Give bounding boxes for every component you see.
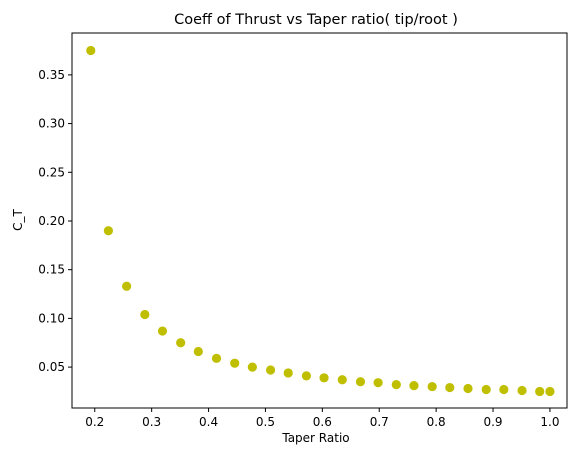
x-tick-label: 0.4 — [199, 415, 218, 429]
data-point — [319, 373, 329, 383]
data-point — [140, 309, 150, 320]
data-point — [545, 386, 555, 397]
data-point — [481, 384, 491, 395]
data-point — [427, 381, 437, 392]
x-tick-label: 0.5 — [256, 415, 275, 429]
data-point — [103, 226, 114, 236]
data-point — [373, 378, 383, 388]
x-tick-label: 0.7 — [370, 415, 389, 429]
x-tick-label: 0.9 — [483, 415, 502, 429]
y-tick-label: 0.10 — [38, 311, 65, 325]
data-point — [337, 375, 347, 385]
y-tick-label: 0.35 — [38, 68, 65, 82]
data-point — [409, 381, 419, 391]
chart-title: Coeff of Thrust vs Taper ratio( tip/root… — [174, 12, 458, 28]
x-tick-label: 0.6 — [313, 415, 332, 429]
data-point — [247, 362, 257, 372]
x-tick-label: 0.8 — [427, 415, 446, 429]
data-point — [176, 338, 186, 348]
y-axis-ticks: 0.05 0.10 0.15 0.20 0.25 0.30 0.35 — [38, 68, 72, 374]
data-point — [193, 346, 203, 357]
data-point — [517, 385, 527, 396]
y-tick-label: 0.30 — [38, 117, 65, 131]
data-point — [355, 377, 366, 387]
data-point — [122, 281, 132, 291]
y-tick-label: 0.15 — [38, 263, 65, 277]
axes-frame — [71, 32, 568, 409]
x-axis-ticks: 0.2 0.3 0.4 0.5 0.6 0.7 0.8 0.9 1.0 — [85, 408, 559, 429]
y-tick-label: 0.20 — [38, 214, 65, 228]
x-axis-label: Taper Ratio — [281, 431, 349, 445]
y-tick-label: 0.25 — [38, 165, 65, 179]
data-point — [265, 365, 276, 375]
data-point — [86, 45, 96, 56]
y-axis-label: C_T — [11, 208, 25, 230]
x-tick-label: 1.0 — [540, 415, 559, 429]
data-point — [283, 368, 293, 378]
data-point — [211, 353, 222, 363]
data-point — [463, 383, 473, 394]
y-tick-label: 0.05 — [38, 360, 65, 374]
data-point — [391, 380, 401, 390]
data-point — [230, 358, 240, 368]
data-point — [157, 326, 168, 336]
data-point — [301, 371, 312, 381]
x-tick-label: 0.3 — [142, 415, 161, 429]
data-point — [535, 386, 545, 397]
data-point — [499, 384, 509, 395]
data-point — [445, 382, 455, 393]
x-tick-label: 0.2 — [85, 415, 104, 429]
plot-area — [86, 45, 555, 397]
